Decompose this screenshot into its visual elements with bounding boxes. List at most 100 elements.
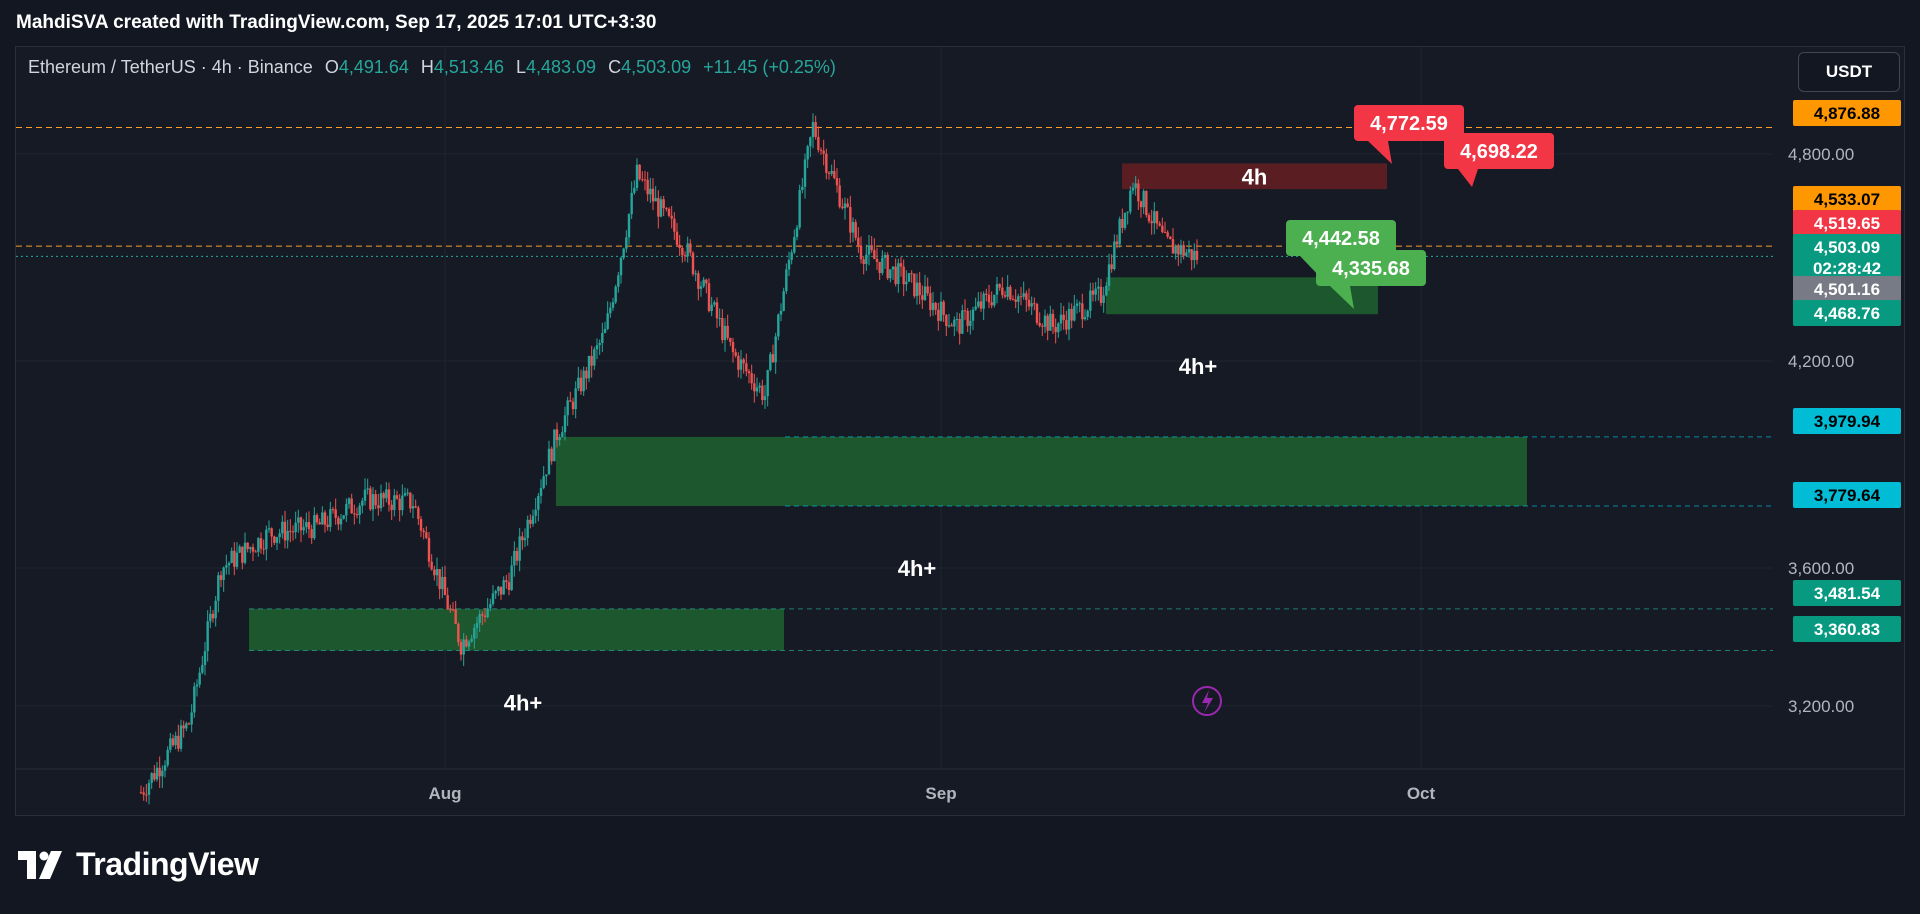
candle-body (497, 586, 500, 592)
candle-body (265, 529, 268, 550)
candle-body (774, 336, 777, 363)
candle-body (283, 521, 287, 541)
candle-body (969, 320, 972, 326)
tradingview-logo[interactable]: TradingView (18, 846, 259, 883)
candle-body (273, 536, 276, 543)
candle-body (982, 293, 985, 309)
candle-body (673, 218, 676, 232)
currency-button[interactable]: USDT (1798, 52, 1900, 92)
candle-body (870, 245, 873, 251)
candle-body (502, 580, 505, 595)
candle-body (574, 388, 577, 410)
candle-body (553, 429, 556, 462)
candle-body (947, 325, 951, 327)
candle-body (334, 509, 337, 518)
candle-body (907, 273, 911, 282)
candle-body (409, 492, 412, 509)
symbol-title[interactable]: Ethereum / TetherUS · 4h · Binance (28, 57, 313, 77)
candle-body (809, 137, 812, 147)
candle-body (854, 222, 857, 238)
candle-body (878, 261, 881, 273)
candle-body (379, 493, 383, 509)
candle-body (435, 569, 439, 576)
candle-body (230, 550, 233, 563)
candle-body (201, 664, 204, 673)
candle-body (1150, 221, 1153, 224)
candle-body (699, 286, 703, 289)
price-callout (1444, 133, 1554, 169)
candle-body (307, 522, 311, 530)
candle-body (534, 509, 537, 516)
candle-body (1022, 293, 1025, 297)
candle-body (790, 252, 793, 260)
high-value: 4,513.46 (433, 57, 504, 77)
chart-panel[interactable]: Aug Sep Oct 4,800.00 4,200.00 3,600.00 3,200.0… (15, 46, 1905, 816)
candle-body (446, 595, 449, 610)
candle-body (537, 495, 540, 510)
candle-body (459, 642, 463, 655)
price-badge-label: 3,360.83 (1814, 620, 1880, 639)
price-chart[interactable]: Aug Sep Oct 4,800.00 4,200.00 3,600.00 3,200.0… (16, 47, 1905, 816)
candle-body (585, 370, 588, 379)
candle-body (1070, 308, 1073, 321)
candle-body (329, 509, 332, 527)
candle-body (1046, 315, 1049, 331)
candle-body (374, 494, 377, 506)
price-badge-label: 4,876.88 (1814, 104, 1880, 123)
candle-body (475, 623, 479, 628)
candle-body (886, 254, 889, 279)
candle-body (457, 623, 460, 643)
candle-body (910, 273, 913, 275)
candle-body (243, 542, 247, 563)
candle-body (249, 547, 252, 549)
candle-body (518, 536, 521, 561)
candle-body (483, 615, 487, 618)
candle-body (211, 613, 215, 619)
zone-label: 4h+ (504, 691, 543, 716)
candle-body (1177, 246, 1180, 255)
price-badge (1793, 186, 1901, 212)
candle-body (297, 517, 300, 523)
candle-body (625, 237, 628, 249)
candle-body (819, 149, 823, 151)
candle-body (638, 164, 641, 180)
candle-body (675, 231, 679, 245)
candle-body (611, 302, 615, 308)
candle-body (817, 136, 820, 150)
candle-body (1009, 286, 1012, 300)
candle-body (1094, 288, 1097, 295)
candle-body (275, 537, 279, 543)
candle-body (681, 247, 684, 256)
candle-body (1118, 218, 1121, 245)
candle-body (1171, 239, 1175, 254)
candle-body (185, 723, 188, 729)
candle-body (1179, 245, 1183, 255)
candle-body (875, 258, 879, 262)
candle-body (241, 546, 244, 563)
candle-body (499, 586, 503, 595)
candle-body (254, 551, 257, 553)
candle-body (417, 507, 420, 520)
candle-body (1059, 314, 1063, 324)
candle-body (835, 178, 839, 186)
candle-body (739, 359, 743, 370)
candle-body (1054, 326, 1057, 333)
candle-body (321, 512, 324, 525)
candle-body (750, 373, 753, 384)
candle-body (214, 600, 217, 619)
candle-body (1065, 320, 1068, 330)
candle-body (550, 448, 553, 462)
candle-body (206, 621, 209, 652)
candle-body (470, 638, 473, 642)
candle-body (715, 302, 719, 319)
candle-body (489, 603, 492, 609)
candle-body (753, 383, 756, 392)
candle-body (745, 363, 748, 372)
candle-body (833, 170, 836, 179)
y-tick-label: 4,200.00 (1788, 352, 1854, 371)
candle-body (958, 319, 961, 334)
candle-body (771, 354, 775, 363)
candle-body (769, 354, 772, 371)
candle-body (742, 359, 745, 364)
candle-body (331, 509, 335, 511)
